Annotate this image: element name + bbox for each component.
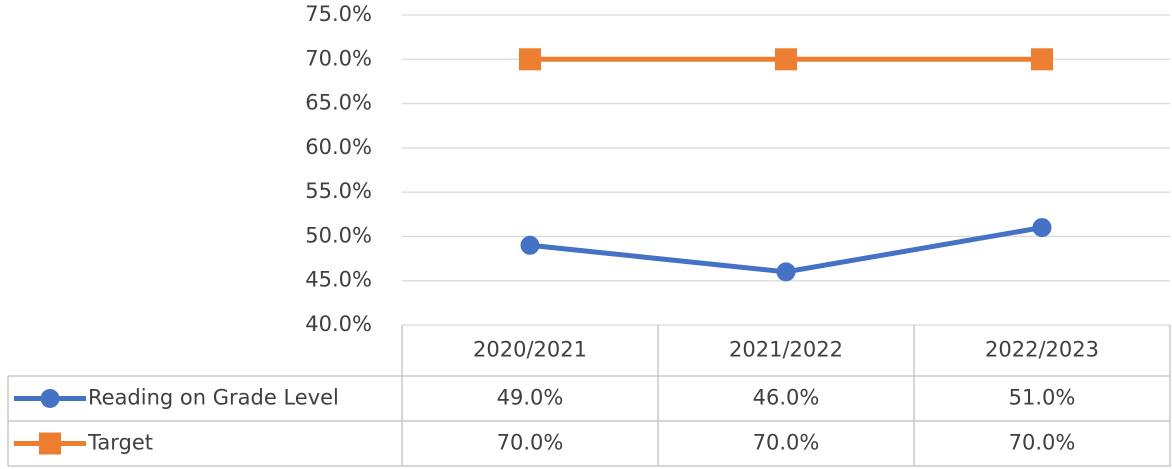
table-value: 49.0%: [497, 386, 564, 410]
y-tick-label: 65.0%: [305, 91, 372, 115]
x-tick-label: 2021/2022: [729, 338, 843, 362]
y-tick-label: 45.0%: [305, 268, 372, 292]
data-point: [775, 48, 797, 71]
table-value: 70.0%: [753, 431, 820, 455]
data-point: [519, 48, 541, 71]
table-value: 70.0%: [1009, 431, 1076, 455]
y-tick-label: 40.0%: [305, 312, 372, 336]
legend-label: Target: [87, 431, 153, 455]
y-tick-label: 75.0%: [305, 2, 372, 26]
y-tick-label: 50.0%: [305, 223, 372, 247]
data-point: [520, 235, 540, 255]
legend-label: Reading on Grade Level: [88, 386, 339, 410]
data-point: [776, 262, 796, 282]
legend-marker: [40, 389, 60, 408]
data-point: [1032, 218, 1052, 238]
y-tick-label: 60.0%: [305, 135, 372, 159]
table-value: 51.0%: [1009, 386, 1076, 410]
table-value: 70.0%: [497, 431, 564, 455]
table-value: 46.0%: [753, 386, 820, 410]
legend-marker: [39, 432, 61, 455]
y-tick-label: 55.0%: [305, 179, 372, 203]
data-point: [1031, 48, 1053, 71]
y-tick-label: 70.0%: [305, 46, 372, 70]
x-tick-label: 2022/2023: [985, 338, 1099, 362]
x-tick-label: 2020/2021: [473, 338, 587, 362]
